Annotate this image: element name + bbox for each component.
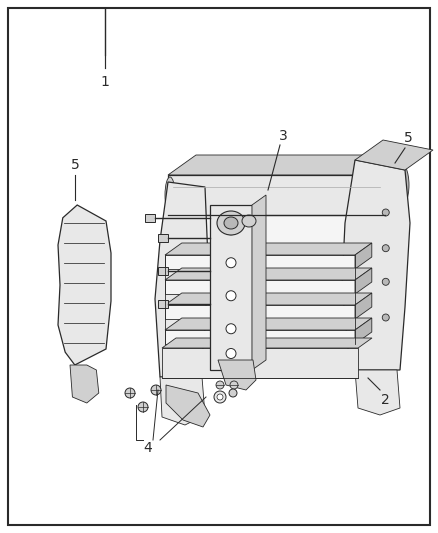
Polygon shape: [170, 155, 345, 370]
Text: 2: 2: [381, 393, 389, 407]
Polygon shape: [252, 195, 266, 370]
Polygon shape: [70, 365, 99, 403]
Text: 4: 4: [144, 441, 152, 455]
Circle shape: [226, 258, 236, 268]
Ellipse shape: [242, 215, 256, 227]
Circle shape: [125, 388, 135, 398]
Circle shape: [382, 314, 389, 321]
Polygon shape: [165, 268, 372, 280]
Polygon shape: [58, 205, 111, 365]
Circle shape: [151, 385, 161, 395]
Polygon shape: [355, 293, 372, 319]
Bar: [145, 214, 155, 222]
Ellipse shape: [224, 217, 238, 229]
Bar: [210, 205, 252, 370]
Polygon shape: [355, 318, 372, 344]
Polygon shape: [218, 360, 256, 390]
Circle shape: [382, 245, 389, 252]
Polygon shape: [155, 182, 208, 377]
Bar: [165, 330, 355, 344]
Circle shape: [226, 324, 236, 334]
Bar: [162, 348, 358, 378]
Polygon shape: [162, 338, 372, 348]
Polygon shape: [355, 370, 400, 415]
Polygon shape: [166, 385, 210, 427]
Circle shape: [382, 278, 389, 285]
Circle shape: [214, 391, 226, 403]
Polygon shape: [165, 318, 372, 330]
Bar: [165, 280, 355, 294]
Bar: [165, 255, 355, 269]
Ellipse shape: [217, 211, 245, 235]
Circle shape: [216, 381, 224, 389]
Bar: [158, 267, 168, 275]
Text: 3: 3: [279, 129, 287, 143]
Circle shape: [226, 225, 236, 235]
Bar: [158, 234, 168, 242]
Ellipse shape: [165, 177, 175, 213]
Bar: [158, 300, 168, 308]
Text: 1: 1: [101, 75, 110, 89]
Circle shape: [217, 394, 223, 400]
Circle shape: [230, 381, 238, 389]
Circle shape: [226, 290, 236, 301]
Polygon shape: [355, 140, 433, 170]
Polygon shape: [355, 243, 372, 269]
Text: 5: 5: [404, 131, 412, 145]
Polygon shape: [165, 243, 372, 255]
Circle shape: [138, 402, 148, 412]
Ellipse shape: [389, 161, 409, 209]
Circle shape: [382, 209, 389, 216]
Polygon shape: [168, 155, 413, 175]
Circle shape: [229, 389, 237, 397]
Bar: [168, 175, 385, 215]
Polygon shape: [355, 268, 372, 294]
Polygon shape: [342, 160, 410, 370]
Polygon shape: [160, 377, 205, 425]
Text: 5: 5: [71, 158, 79, 172]
Bar: [165, 305, 355, 319]
Polygon shape: [165, 293, 372, 305]
Circle shape: [226, 349, 236, 359]
